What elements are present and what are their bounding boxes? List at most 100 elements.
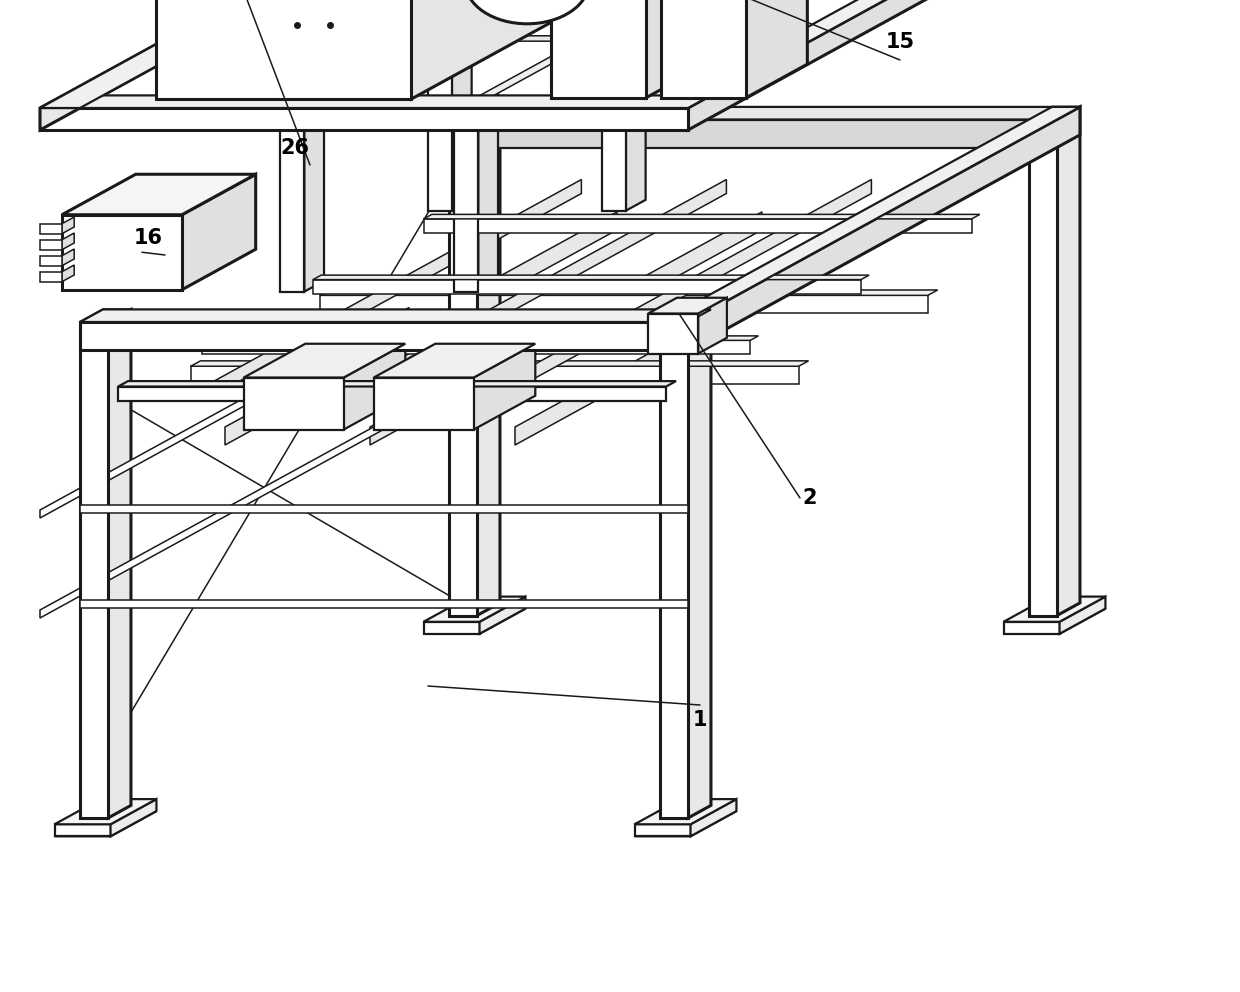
- Polygon shape: [202, 340, 750, 354]
- Polygon shape: [40, 240, 62, 250]
- Polygon shape: [688, 310, 711, 818]
- Polygon shape: [55, 811, 156, 836]
- Polygon shape: [370, 212, 761, 445]
- Polygon shape: [40, 0, 432, 130]
- Polygon shape: [62, 249, 74, 266]
- Text: 15: 15: [885, 32, 915, 52]
- Polygon shape: [698, 298, 727, 353]
- Polygon shape: [81, 322, 108, 818]
- Polygon shape: [660, 0, 1080, 108]
- Ellipse shape: [465, 0, 589, 24]
- Polygon shape: [62, 214, 182, 290]
- Polygon shape: [320, 296, 928, 313]
- Polygon shape: [156, 0, 412, 99]
- Polygon shape: [350, 180, 727, 401]
- Polygon shape: [477, 107, 500, 615]
- Polygon shape: [62, 233, 74, 250]
- Polygon shape: [449, 119, 477, 615]
- Polygon shape: [62, 175, 255, 214]
- Polygon shape: [1029, 107, 1080, 119]
- Polygon shape: [202, 336, 759, 340]
- Polygon shape: [649, 313, 698, 353]
- Polygon shape: [691, 800, 737, 836]
- Polygon shape: [62, 217, 74, 234]
- Polygon shape: [55, 800, 156, 824]
- Polygon shape: [108, 310, 131, 818]
- Polygon shape: [343, 344, 405, 430]
- Polygon shape: [81, 310, 711, 322]
- Polygon shape: [224, 212, 618, 445]
- Polygon shape: [81, 310, 131, 322]
- Polygon shape: [688, 0, 1080, 130]
- Polygon shape: [412, 0, 591, 99]
- Polygon shape: [191, 361, 808, 366]
- Polygon shape: [312, 280, 861, 294]
- Polygon shape: [280, 99, 304, 292]
- Text: 2: 2: [802, 488, 817, 508]
- Polygon shape: [474, 344, 536, 430]
- Polygon shape: [304, 89, 324, 292]
- Polygon shape: [244, 344, 405, 378]
- Polygon shape: [81, 322, 688, 350]
- Polygon shape: [551, 0, 646, 98]
- Polygon shape: [449, 107, 1080, 119]
- Polygon shape: [635, 800, 737, 824]
- Polygon shape: [40, 108, 688, 130]
- Polygon shape: [118, 381, 676, 387]
- Polygon shape: [40, 256, 62, 266]
- Polygon shape: [480, 596, 526, 634]
- Polygon shape: [449, 107, 500, 119]
- Polygon shape: [40, 0, 472, 108]
- Polygon shape: [118, 387, 666, 401]
- Polygon shape: [660, 310, 711, 322]
- Polygon shape: [62, 265, 74, 282]
- Polygon shape: [660, 107, 1080, 322]
- Polygon shape: [244, 378, 343, 430]
- Polygon shape: [1059, 596, 1105, 634]
- Polygon shape: [601, 19, 626, 210]
- Polygon shape: [428, 19, 451, 210]
- Polygon shape: [81, 600, 688, 608]
- Polygon shape: [1003, 622, 1059, 634]
- Polygon shape: [458, 0, 863, 108]
- Polygon shape: [373, 344, 536, 378]
- Polygon shape: [182, 175, 255, 290]
- Polygon shape: [424, 219, 972, 233]
- Polygon shape: [81, 505, 688, 513]
- Polygon shape: [312, 275, 869, 280]
- Polygon shape: [1003, 609, 1105, 634]
- Polygon shape: [424, 214, 980, 219]
- Polygon shape: [40, 408, 409, 618]
- Polygon shape: [649, 298, 727, 313]
- Polygon shape: [424, 622, 480, 634]
- Polygon shape: [424, 609, 526, 634]
- Polygon shape: [635, 811, 737, 836]
- Polygon shape: [745, 0, 807, 98]
- Polygon shape: [205, 180, 582, 401]
- Polygon shape: [40, 308, 409, 518]
- Polygon shape: [495, 180, 872, 401]
- Polygon shape: [424, 596, 526, 622]
- Text: 16: 16: [134, 228, 162, 248]
- Polygon shape: [660, 322, 688, 818]
- Polygon shape: [479, 89, 498, 292]
- Polygon shape: [1056, 107, 1080, 615]
- Polygon shape: [55, 824, 110, 836]
- Polygon shape: [110, 800, 156, 836]
- Polygon shape: [515, 212, 906, 445]
- Polygon shape: [161, 36, 820, 42]
- Polygon shape: [661, 0, 745, 98]
- Polygon shape: [1003, 596, 1105, 622]
- Polygon shape: [1029, 119, 1056, 615]
- Polygon shape: [626, 8, 646, 210]
- Polygon shape: [40, 224, 62, 234]
- Polygon shape: [40, 95, 711, 108]
- Polygon shape: [635, 824, 691, 836]
- Polygon shape: [40, 272, 62, 282]
- Polygon shape: [646, 0, 707, 98]
- Polygon shape: [449, 119, 1056, 148]
- Polygon shape: [320, 290, 937, 296]
- Polygon shape: [283, 0, 689, 108]
- Text: 1: 1: [693, 710, 707, 730]
- Polygon shape: [373, 378, 474, 430]
